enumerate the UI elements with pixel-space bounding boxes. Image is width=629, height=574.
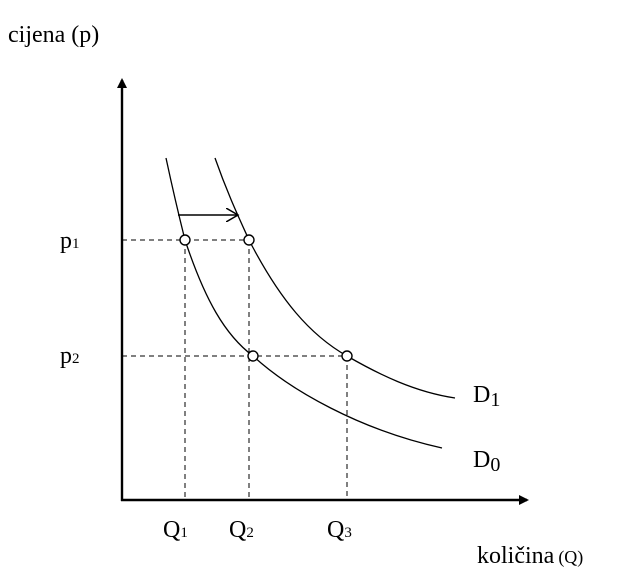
x-axis-label-text: količina bbox=[477, 543, 555, 569]
curve-label: D1 bbox=[473, 382, 500, 411]
quantity-symbol: Q bbox=[327, 517, 344, 543]
curve-symbol: D bbox=[473, 382, 490, 408]
quantity-symbol: Q bbox=[163, 517, 180, 543]
price-subscript: 2 bbox=[72, 351, 80, 367]
demand-curve-d0 bbox=[165, 157, 443, 449]
price-label: p1 bbox=[60, 228, 80, 254]
quantity-label: Q1 bbox=[163, 517, 188, 543]
quantity-label: Q3 bbox=[327, 517, 352, 543]
curve-subscript: 0 bbox=[490, 454, 500, 476]
curve-subscript: 1 bbox=[490, 389, 500, 411]
curve-symbol: D bbox=[473, 447, 490, 473]
point bbox=[179, 234, 191, 246]
quantity-subscript: 3 bbox=[344, 525, 352, 541]
quantity-label: Q2 bbox=[229, 517, 254, 543]
quantity-symbol: Q bbox=[229, 517, 246, 543]
price-symbol: p bbox=[60, 343, 72, 369]
price-symbol: p bbox=[60, 228, 72, 254]
quantity-subscript: 2 bbox=[246, 525, 254, 541]
demand-curve-d1 bbox=[214, 157, 456, 399]
point bbox=[247, 350, 259, 362]
point bbox=[243, 234, 255, 246]
point bbox=[341, 350, 353, 362]
price-label: p2 bbox=[60, 343, 80, 369]
x-axis-label: količina (Q) bbox=[477, 543, 583, 569]
curve-label: D0 bbox=[473, 447, 500, 476]
quantity-subscript: 1 bbox=[180, 525, 188, 541]
y-axis-label: cijena (p) bbox=[8, 22, 99, 48]
x-axis-label-unit: (Q) bbox=[558, 547, 583, 568]
price-subscript: 1 bbox=[72, 236, 80, 252]
